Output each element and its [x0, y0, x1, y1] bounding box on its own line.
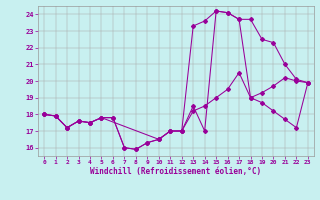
X-axis label: Windchill (Refroidissement éolien,°C): Windchill (Refroidissement éolien,°C) — [91, 167, 261, 176]
